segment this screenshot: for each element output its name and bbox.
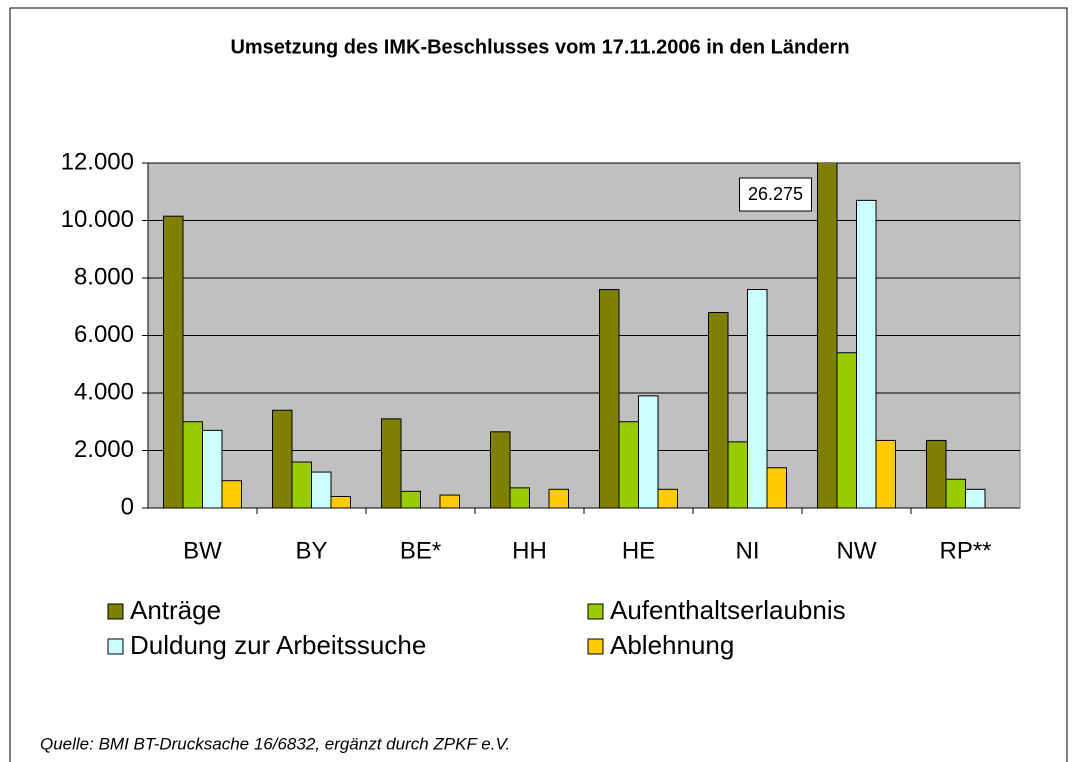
bar [836,352,857,508]
bar [747,289,768,508]
legend-swatch [587,638,604,655]
bar [182,421,203,508]
x-tick-label: NI [736,537,760,564]
bar [638,395,659,508]
bar [490,431,511,508]
chart-title: Umsetzung des IMK-Beschlusses vom 17.11.… [230,36,849,58]
bar [509,487,530,508]
bar [548,488,569,508]
data-label-box [739,177,812,212]
x-tick-label: BE* [400,537,441,564]
y-tick-label: 6.000 [74,321,134,348]
x-tick-label: RP** [939,537,991,564]
y-tick-label: 12.000 [61,148,134,175]
y-tick-label: 2.000 [74,436,134,463]
x-tick-label: BW [183,537,222,564]
legend-swatch [587,603,604,620]
x-tick-label: BY [295,537,327,564]
bar [400,490,421,508]
bar [875,439,896,508]
bar [291,461,312,508]
bar [381,418,402,508]
legend-label: Duldung zur Arbeitssuche [130,630,426,660]
legend-swatch [107,603,124,620]
bar [330,496,351,508]
y-tick-label: 8.000 [74,263,134,290]
bar [766,467,787,508]
bar [221,480,242,508]
bar [163,215,184,508]
bar [727,441,748,508]
bar [657,488,678,508]
bar [965,488,986,508]
y-tick-label: 10.000 [61,206,134,233]
bar [202,429,223,508]
x-tick-label: HH [512,537,547,564]
x-tick-label: NW [837,537,877,564]
bar [311,471,332,508]
legend-label: Aufenthaltserlaubnis [610,595,846,625]
data-label: 26.275 [748,184,803,204]
y-tick-label: 0 [121,493,134,520]
bar [856,199,877,508]
bar [599,289,620,508]
source-note: Quelle: BMI BT-Drucksache 16/6832, ergän… [40,734,510,753]
bar [945,478,966,508]
bar [439,494,460,508]
bar [618,421,639,508]
legend-swatch [107,638,124,655]
x-tick-label: HE [622,537,655,564]
bar [926,439,947,508]
bar [817,163,838,508]
bar [708,312,729,508]
legend-label: Anträge [130,595,221,625]
legend-label: Ablehnung [610,630,734,660]
bar [272,409,293,508]
y-tick-label: 4.000 [74,378,134,405]
bars [163,163,986,508]
